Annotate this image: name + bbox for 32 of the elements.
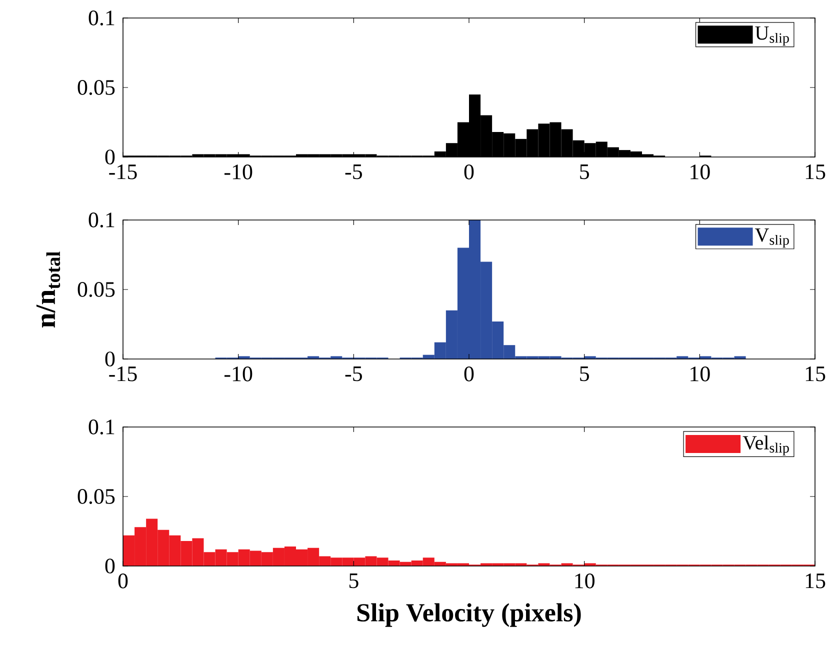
- x-tick-label: -5: [345, 366, 362, 382]
- x-tick-label: 5: [580, 164, 589, 180]
- legend-label: U$_{slip}$: [755, 26, 789, 46]
- y-tick-label: 0.05: [78, 489, 115, 504]
- x-tick-label: 15: [806, 366, 826, 382]
- y-tick-label: 0: [105, 150, 115, 164]
- x-axis-title: Slip Velocity (pixels): [357, 603, 581, 627]
- x-tick-label: 0: [464, 366, 474, 382]
- x-tick-label: -15: [109, 164, 137, 180]
- legend-label: V$_{slip}$: [754, 228, 789, 248]
- x-tick-label: 5: [349, 574, 358, 588]
- x-tick-label: 10: [690, 366, 710, 382]
- x-tick-label: 0: [464, 164, 474, 180]
- x-tick-label: 0: [118, 574, 128, 588]
- x-tick-label: 10: [575, 574, 594, 588]
- y-tick-label: 0.1: [88, 10, 114, 26]
- x-tick-label: -5: [345, 164, 362, 180]
- x-tick-label: 10: [690, 164, 710, 180]
- x-tick-label: -10: [224, 164, 252, 180]
- y-tick-label: 0: [105, 558, 115, 574]
- y-axis-title: n/n$_{total}$: [36, 252, 60, 328]
- y-tick-label: 0.05: [78, 282, 115, 297]
- x-tick-label: -15: [109, 366, 137, 382]
- x-tick-label: -10: [224, 366, 252, 382]
- y-tick-label: 0.1: [88, 212, 114, 228]
- x-tick-label: 5: [580, 366, 589, 382]
- y-tick-label: 0.1: [88, 420, 114, 434]
- x-tick-label: 15: [806, 164, 826, 180]
- y-tick-label: 0.05: [78, 80, 115, 95]
- y-tick-label: 0: [105, 352, 115, 366]
- legend-label: Vel$_{slip}$: [742, 435, 789, 456]
- x-tick-label: 15: [806, 574, 826, 588]
